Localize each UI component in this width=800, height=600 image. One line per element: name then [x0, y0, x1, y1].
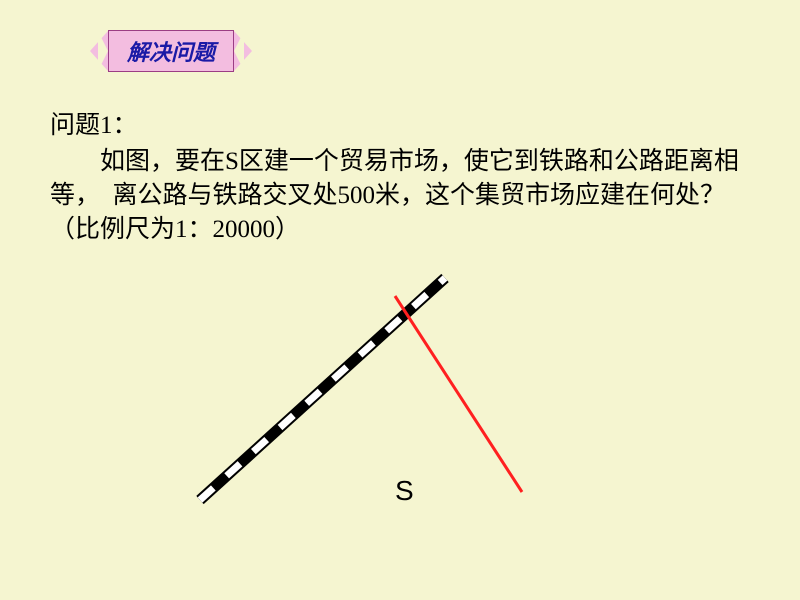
- banner-ribbon-right: [234, 31, 252, 71]
- question-title: 问题1：: [50, 105, 138, 141]
- diagram-svg: [170, 260, 570, 560]
- region-label-s: S: [395, 475, 414, 507]
- road-line: [395, 296, 522, 492]
- railway-line: [200, 278, 445, 500]
- question-body: 如图，要在S区建一个贸易市场，使它到铁路和公路距离相等， 离公路与铁路交叉处50…: [50, 145, 750, 246]
- banner-label: 解决问题: [108, 30, 234, 72]
- diagram-area: S: [170, 260, 570, 560]
- banner-ribbon-left: [90, 31, 108, 71]
- section-banner: 解决问题: [90, 30, 252, 72]
